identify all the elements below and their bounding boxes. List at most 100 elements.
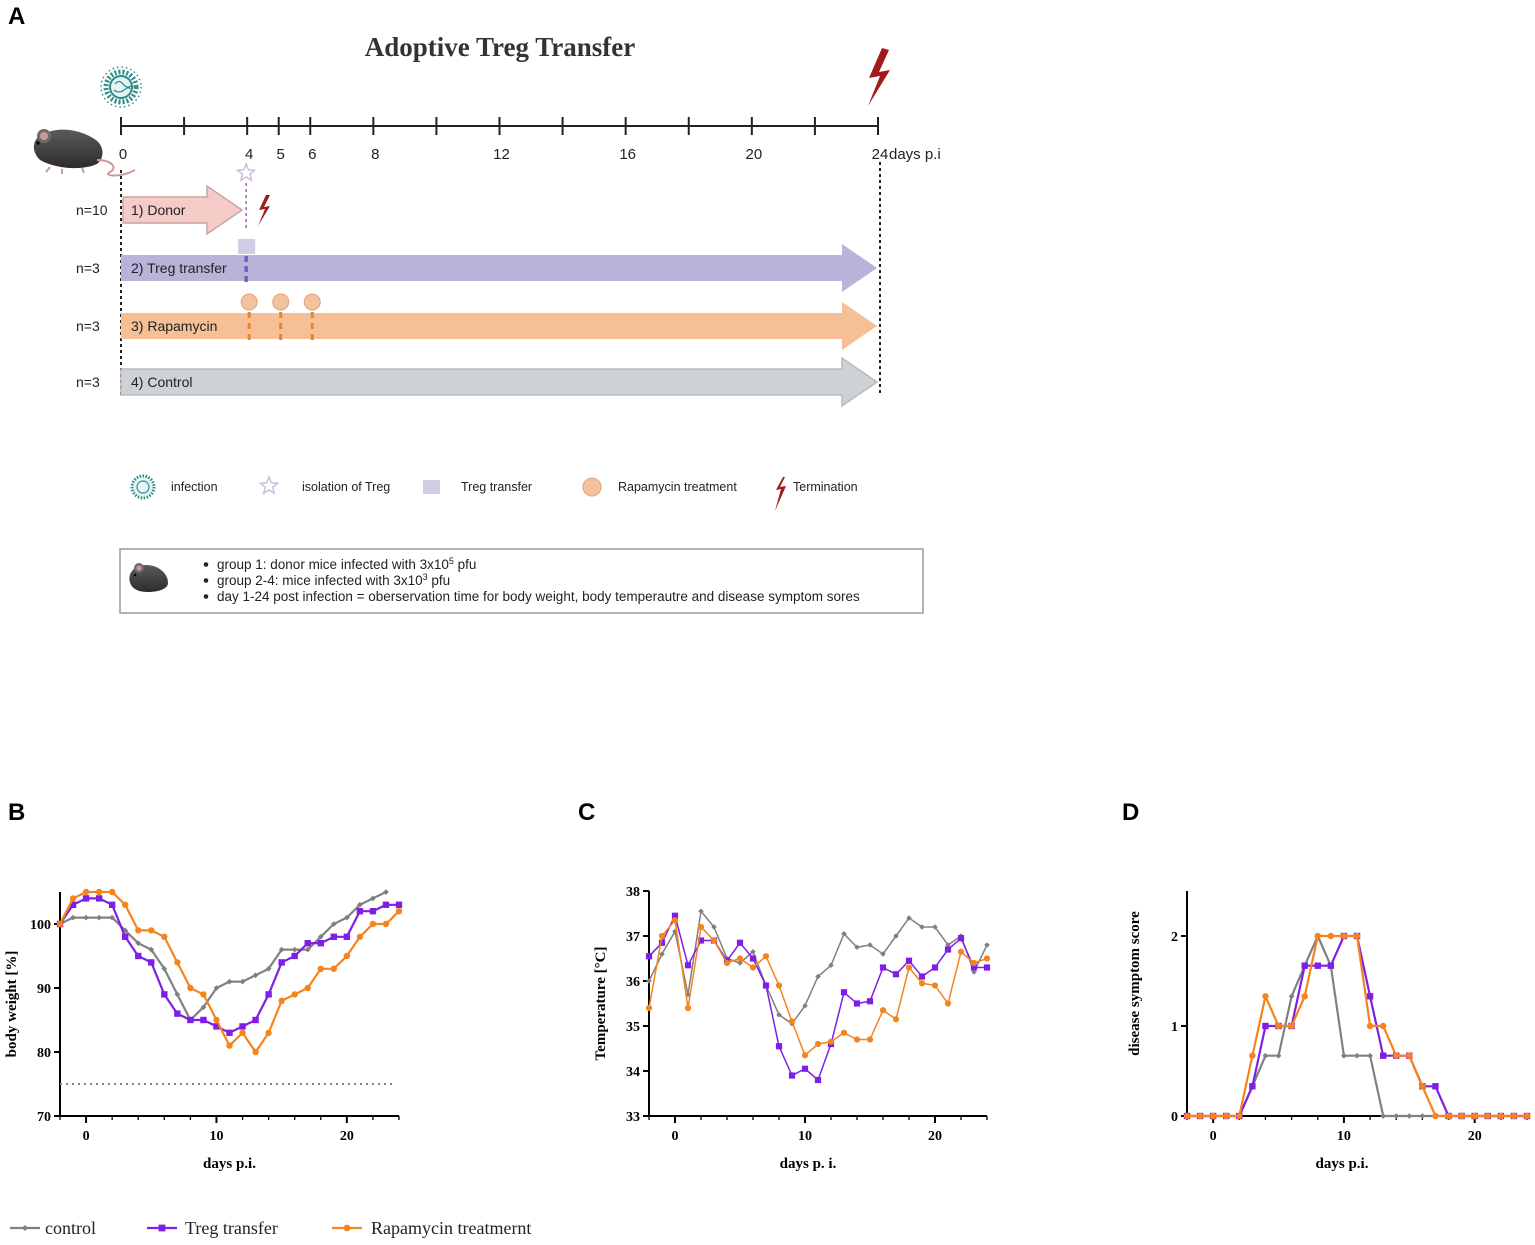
data-point (1379, 1022, 1387, 1030)
data-point (971, 969, 977, 975)
data-point (121, 933, 129, 940)
data-point (814, 1040, 822, 1048)
timeline-label: 12 (493, 146, 510, 163)
group-label: 3) Rapamycin (131, 318, 217, 334)
data-point (226, 978, 233, 985)
data-point (121, 901, 129, 908)
data-point (343, 1224, 351, 1232)
group-label: 1) Donor (131, 202, 186, 218)
note-line: group 2-4: mice infected with 3x103 pfu (217, 572, 450, 588)
data-point (919, 924, 925, 930)
data-point (1288, 1022, 1295, 1030)
star-icon (235, 162, 257, 182)
data-point (21, 1224, 29, 1232)
data-point (395, 908, 403, 915)
data-point (330, 933, 338, 940)
data-point (931, 982, 939, 989)
data-point (200, 1004, 207, 1011)
data-point (330, 921, 337, 927)
data-point (265, 965, 272, 972)
data-point (174, 1010, 181, 1017)
data-point (108, 901, 116, 908)
data-point (749, 955, 757, 962)
circle-icon (303, 293, 321, 311)
data-point (343, 933, 351, 940)
data-point (1262, 1052, 1269, 1059)
y-tick-label: 70 (37, 1110, 51, 1125)
data-point (827, 1038, 835, 1045)
data-point (983, 964, 991, 971)
data-point (710, 937, 718, 944)
data-point (96, 914, 102, 921)
data-point (1406, 1052, 1413, 1059)
data-point (1353, 932, 1361, 940)
lightning-icon (775, 477, 786, 511)
data-point (957, 935, 965, 942)
group-n-label: n=10 (76, 202, 108, 218)
data-point (672, 928, 678, 935)
note-line: day 1-24 post infection = oberservation … (217, 589, 860, 604)
x-tick-label: 20 (928, 1129, 942, 1144)
circle-icon (240, 293, 258, 311)
y-axis-label: body weight [%] (4, 951, 20, 1058)
data-point (370, 895, 376, 902)
panel-b-label: B (8, 799, 25, 826)
data-point (840, 989, 848, 996)
y-tick-label: 90 (37, 982, 51, 997)
panel-d-label: D (1122, 799, 1139, 826)
legend-label: Termination (793, 480, 858, 494)
data-point (304, 984, 311, 992)
data-point (970, 959, 978, 967)
data-point (82, 888, 90, 896)
timeline-label: 24 (872, 146, 889, 163)
bullet (203, 594, 209, 599)
data-point (645, 1004, 653, 1012)
data-point (135, 952, 142, 960)
data-point (659, 951, 665, 957)
group-n-label: n=3 (76, 260, 100, 276)
legend-label: Treg transfer (461, 480, 532, 494)
data-point (187, 984, 194, 992)
data-point (1366, 1022, 1374, 1030)
data-point (697, 923, 705, 931)
group-n-label: n=3 (76, 318, 100, 334)
data-point (278, 946, 285, 953)
data-point (1327, 962, 1335, 969)
data-point (239, 1023, 246, 1030)
panel-a-title: Adoptive Treg Transfer (365, 32, 636, 62)
note-line: group 1: donor mice infected with 3x105 … (217, 556, 476, 572)
data-point (291, 946, 298, 953)
data-point (382, 901, 390, 908)
data-point (226, 1042, 233, 1049)
x-tick-label: 0 (672, 1129, 679, 1144)
data-point (983, 955, 991, 962)
virus-icon (100, 66, 142, 108)
data-point (814, 1076, 822, 1084)
data-point (1445, 1112, 1452, 1120)
virus-core (136, 480, 150, 494)
data-point (645, 953, 653, 960)
data-point (957, 948, 965, 955)
data-point (684, 1004, 692, 1012)
mouse-icon (33, 129, 136, 177)
data-point (265, 991, 272, 998)
data-point (1458, 1112, 1465, 1120)
panel-a-label: A (8, 3, 25, 30)
chart-temperature: 33 34 35 36 37 38 0 10 20 days p. i. Temperature [… (593, 885, 991, 1172)
data-point (1183, 1112, 1191, 1120)
data-point (1471, 1112, 1478, 1120)
data-point (944, 1000, 952, 1007)
data-point (697, 937, 705, 944)
y-tick-label: 34 (626, 1065, 640, 1080)
timeline-axis: 0 4 5 6 8 12 16 20 24 (119, 117, 889, 163)
data-point (866, 998, 874, 1005)
y-tick-label: 80 (37, 1046, 51, 1061)
data-point (1419, 1113, 1426, 1119)
data-point (330, 965, 338, 972)
bullet (203, 562, 209, 567)
series-legend: control Treg transfer Rapamycin treatmernt (10, 1218, 531, 1238)
data-point (1354, 1052, 1360, 1059)
legend-label: control (45, 1218, 96, 1238)
data-point (317, 940, 324, 947)
data-point (1367, 1052, 1373, 1059)
